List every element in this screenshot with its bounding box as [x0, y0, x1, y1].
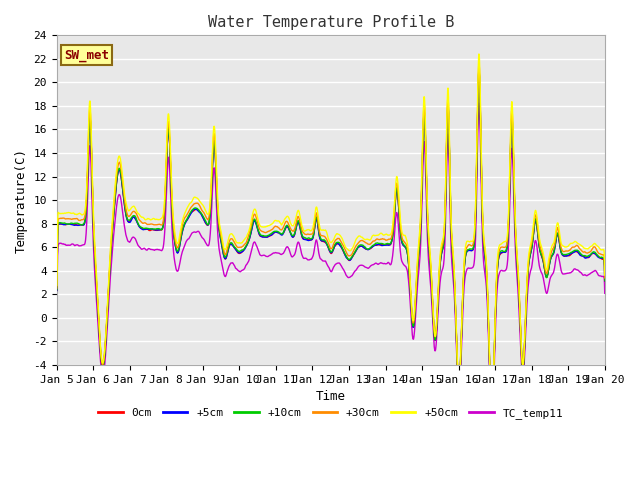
- X-axis label: Time: Time: [316, 390, 346, 403]
- Title: Water Temperature Profile B: Water Temperature Profile B: [207, 15, 454, 30]
- Legend: 0cm, +5cm, +10cm, +30cm, +50cm, TC_temp11: 0cm, +5cm, +10cm, +30cm, +50cm, TC_temp1…: [94, 404, 568, 423]
- Y-axis label: Temperature(C): Temperature(C): [15, 148, 28, 252]
- Text: SW_met: SW_met: [64, 48, 109, 61]
